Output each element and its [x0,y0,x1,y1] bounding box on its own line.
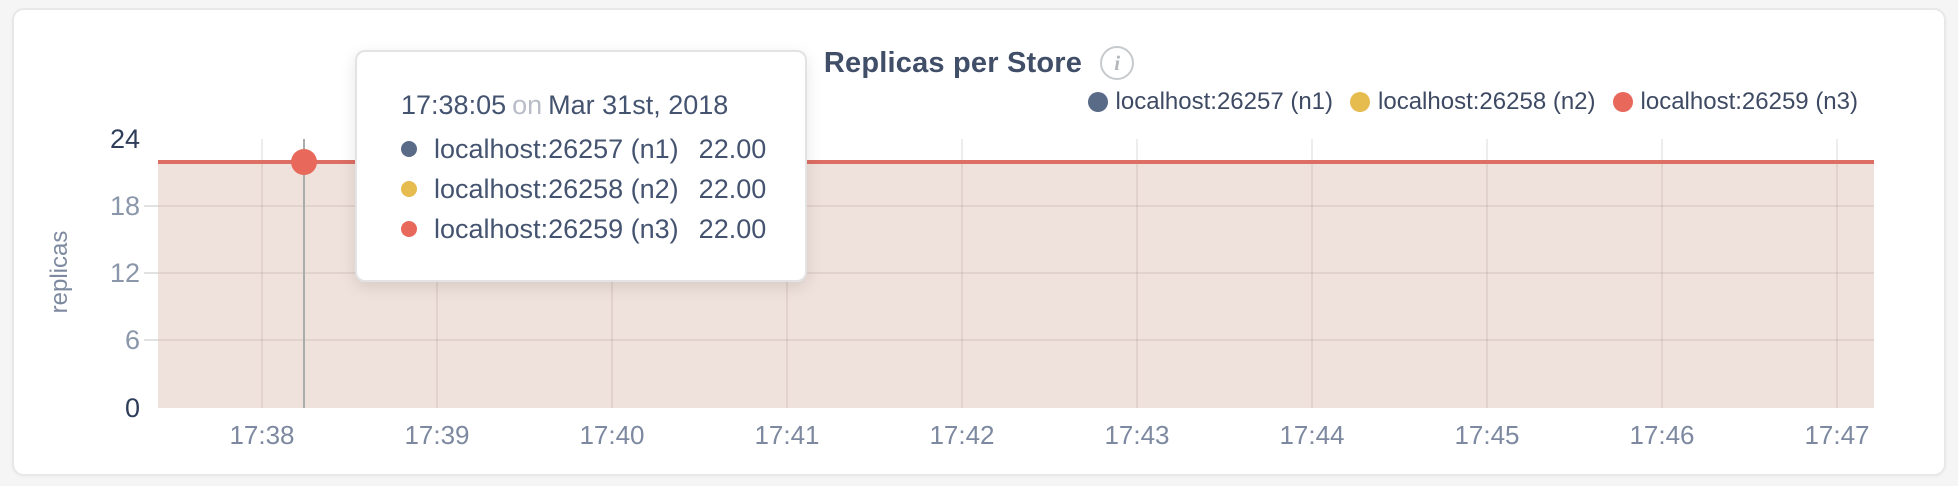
chart-header: Replicas per Store i [14,46,1944,80]
x-tick: 17:40 [579,420,645,450]
tooltip-series-label: localhost:26259 (n3) [434,213,679,244]
tooltip-timestamp: 17:38:05 on Mar 31st, 2018 [401,90,741,121]
tooltip-series-label: localhost:26258 (n2) [434,173,679,204]
chart-title: Replicas per Store [823,46,1083,79]
x-tick: 17:45 [1454,420,1520,450]
info-icon[interactable]: i [1100,46,1135,80]
tooltip-series-value: 22.00 [698,173,767,204]
y-axis-label: replicas [46,230,73,314]
gridline-vertical [1836,139,1838,408]
series-dot-icon [401,141,417,157]
gridline-horizontal [158,205,1874,207]
series-line [158,160,1874,164]
x-tick: 17:44 [1279,420,1345,450]
y-axis-tick-mark [144,205,158,207]
tooltip-date: Mar 31st, 2018 [548,90,729,120]
legend-swatch-icon [1612,92,1633,112]
legend: localhost:26257 (n1) localhost:26258 (n2… [1087,88,1858,116]
legend-swatch-icon [1350,92,1371,112]
x-tick: 17:46 [1629,420,1695,450]
y-tick: 6 [124,325,140,355]
hover-guideline [303,139,305,408]
y-tick: 12 [109,258,140,288]
y-tick: 0 [124,393,140,423]
tooltip-series-value: 22.00 [698,133,767,164]
hover-tooltip: 17:38:05 on Mar 31st, 2018 localhost:26257… [355,50,807,282]
y-axis-tick-mark [144,272,158,274]
y-tick: 24 [109,124,140,154]
gridline-vertical [1486,139,1488,408]
gridline-horizontal [158,339,1874,341]
gridline-vertical [261,139,263,408]
tooltip-series-value: 22.00 [698,213,767,244]
hover-point-marker[interactable] [291,149,317,175]
x-tick: 17:47 [1804,420,1870,450]
x-tick: 17:38 [229,420,295,450]
series-dot-icon [401,221,417,237]
x-tick: 17:43 [1104,420,1170,450]
x-tick: 17:41 [754,420,820,450]
x-tick: 17:39 [404,420,470,450]
series-dot-icon [401,181,417,197]
gridline-vertical [961,139,963,408]
y-tick: 18 [109,191,140,221]
legend-label: localhost:26258 (n2) [1378,88,1596,115]
y-axis-tick-mark [144,339,158,341]
tooltip-time: 17:38:05 [401,90,507,120]
tooltip-conjunction: on [512,90,543,120]
gridline-vertical [1661,139,1663,408]
gridline-vertical [1136,139,1138,408]
legend-item-n3[interactable]: localhost:26259 (n3) [1612,88,1858,116]
gridline-horizontal [158,272,1874,274]
x-tick: 17:42 [929,420,995,450]
legend-swatch-icon [1087,92,1108,112]
gridline-vertical [1311,139,1313,408]
legend-label: localhost:26259 (n3) [1640,88,1858,115]
legend-item-n2[interactable]: localhost:26258 (n2) [1350,88,1596,116]
tooltip-row: localhost:26259 (n3) 22.00 [401,209,766,249]
legend-label: localhost:26257 (n1) [1115,88,1334,115]
tooltip-row: localhost:26258 (n2) 22.00 [401,169,766,209]
tooltip-row: localhost:26257 (n1) 22.00 [401,129,766,169]
tooltip-series-label: localhost:26257 (n1) [434,133,679,164]
legend-item-n1[interactable]: localhost:26257 (n1) [1087,88,1334,116]
chart-card: Replicas per Store i localhost:26257 (n1… [12,8,1946,476]
